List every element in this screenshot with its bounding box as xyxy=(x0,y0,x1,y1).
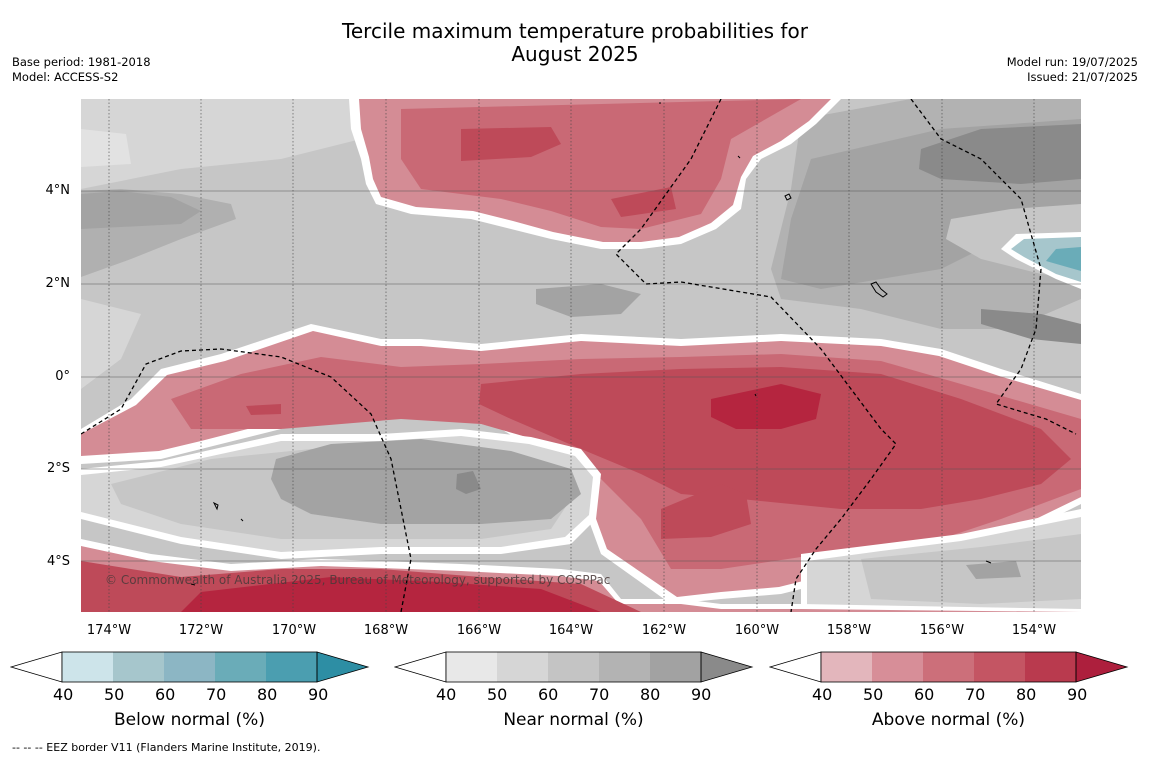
cbar-below-70 xyxy=(215,652,266,682)
eez-footnote: -- -- -- EEZ border V11 (Flanders Marine… xyxy=(12,741,321,754)
base-period-label: Base period: 1981-2018 xyxy=(12,55,151,69)
above-normal-70-patch-north-2 xyxy=(611,187,676,217)
cbar-near-tick-60: 60 xyxy=(538,685,559,704)
model-label: Model: ACCESS-S2 xyxy=(12,70,119,84)
near-normal-80-region-east xyxy=(919,124,1081,184)
cbar-above-tick-70: 70 xyxy=(965,685,986,704)
cbar-below-80 xyxy=(266,652,317,682)
near-normal-70-patch-center xyxy=(536,284,641,317)
cbar-near-tick-40: 40 xyxy=(436,685,457,704)
above-normal-70-patch-north xyxy=(461,127,561,161)
colorbar-near-normal xyxy=(394,651,754,683)
island-outlines xyxy=(190,102,992,586)
cbar-near-60 xyxy=(548,652,599,682)
cbar-above-tick-50: 50 xyxy=(863,685,884,704)
meta-right: Model run: 19/07/2025 Issued: 21/07/2025 xyxy=(1007,55,1138,85)
cbar-near-40 xyxy=(446,652,497,682)
cbar-below-50 xyxy=(113,652,164,682)
near-normal-80-patch-east xyxy=(981,309,1081,344)
above-normal-70-patch-south xyxy=(661,484,751,539)
cbar-above-tick-40: 40 xyxy=(812,685,833,704)
title-line-2: August 2025 xyxy=(511,42,639,66)
colorbar-above-normal xyxy=(769,651,1129,683)
cbar-below-tick-90: 90 xyxy=(308,685,329,704)
latitude-gridlines xyxy=(81,190,1081,562)
lon-tick-154w: 154°W xyxy=(1011,623,1057,638)
near-normal-light-patch xyxy=(81,129,131,167)
lon-tick-156w: 156°W xyxy=(919,623,965,638)
below-normal-70-region xyxy=(1046,247,1081,271)
near-normal-80-patch-south xyxy=(456,471,481,494)
lon-tick-172w: 172°W xyxy=(178,623,224,638)
colorbar-below-normal xyxy=(10,651,370,683)
near-normal-70-patch-se xyxy=(966,561,1021,579)
lon-tick-174w: 174°W xyxy=(86,623,132,638)
lat-tick-0: 0° xyxy=(55,369,70,384)
cbar-above-tick-60: 60 xyxy=(914,685,935,704)
cbar-above-90 xyxy=(1076,652,1127,682)
lon-tick-166w: 166°W xyxy=(456,623,502,638)
above-normal-80-region-south xyxy=(181,577,601,612)
lat-tick-2n: 2°N xyxy=(45,276,71,291)
cbar-near-tick-80: 80 xyxy=(640,685,661,704)
near-normal-70-region-south xyxy=(271,439,581,524)
lon-tick-168w: 168°W xyxy=(363,623,409,638)
cbar-above-80 xyxy=(1025,652,1076,682)
cbar-below-40 xyxy=(62,652,113,682)
cbar-above-60 xyxy=(923,652,974,682)
cbar-near-tick-50: 50 xyxy=(487,685,508,704)
lon-tick-158w: 158°W xyxy=(826,623,872,638)
cbar-near-50 xyxy=(497,652,548,682)
cbar-below-tick-80: 80 xyxy=(257,685,278,704)
colorbar-title-below-normal: Below normal (%) xyxy=(114,710,265,730)
cbar-below-tick-50: 50 xyxy=(104,685,125,704)
longitude-gridlines xyxy=(108,99,1035,612)
map-panel xyxy=(81,99,1081,612)
colorbar-title-near-normal: Near normal (%) xyxy=(503,710,644,730)
map-title: Tercile maximum temperature probabilitie… xyxy=(0,20,1150,66)
cbar-above-tick-90: 90 xyxy=(1067,685,1088,704)
lat-tick-4n: 4°N xyxy=(45,183,71,198)
eez-borders xyxy=(81,99,1077,612)
above-normal-80-patch-equatorial xyxy=(711,384,821,429)
lon-tick-164w: 164°W xyxy=(548,623,594,638)
meta-left: Base period: 1981-2018 Model: ACCESS-S2 xyxy=(12,55,151,85)
cbar-near-tick-90: 90 xyxy=(691,685,712,704)
above-normal-70-patch-west xyxy=(246,404,281,415)
lon-tick-160w: 160°W xyxy=(734,623,780,638)
copyright-notice: © Commonwealth of Australia 2025, Bureau… xyxy=(105,573,611,587)
cbar-above-40 xyxy=(821,652,872,682)
cbar-below-60 xyxy=(164,652,215,682)
near-normal-40-region-nw xyxy=(81,99,361,189)
near-normal-40-region-west xyxy=(81,299,141,389)
cbar-below-tick-60: 60 xyxy=(155,685,176,704)
cbar-near-70 xyxy=(599,652,650,682)
cbar-above-tick-80: 80 xyxy=(1016,685,1037,704)
lon-tick-162w: 162°W xyxy=(641,623,687,638)
cbar-above-70 xyxy=(974,652,1025,682)
cbar-below-tick-40: 40 xyxy=(53,685,74,704)
lat-tick-2s: 2°S xyxy=(46,461,70,476)
cbar-near-80 xyxy=(650,652,701,682)
cbar-near-90 xyxy=(701,652,752,682)
lon-tick-170w: 170°W xyxy=(271,623,317,638)
lat-tick-4s: 4°S xyxy=(46,554,70,569)
cbar-below-90 xyxy=(317,652,368,682)
probability-map xyxy=(81,99,1081,612)
below-normal-50-region xyxy=(1011,237,1081,282)
model-run-label: Model run: 19/07/2025 xyxy=(1006,55,1138,69)
near-normal-70-region-west xyxy=(81,191,201,229)
title-line-1: Tercile maximum temperature probabilitie… xyxy=(342,19,808,43)
issued-label: Issued: 21/07/2025 xyxy=(1027,70,1138,84)
cbar-below-tick-70: 70 xyxy=(206,685,227,704)
cbar-above-50 xyxy=(872,652,923,682)
cbar-near-tick-70: 70 xyxy=(589,685,610,704)
colorbar-title-above-normal: Above normal (%) xyxy=(871,710,1026,730)
above-normal-70-region-equatorial xyxy=(479,367,1071,509)
